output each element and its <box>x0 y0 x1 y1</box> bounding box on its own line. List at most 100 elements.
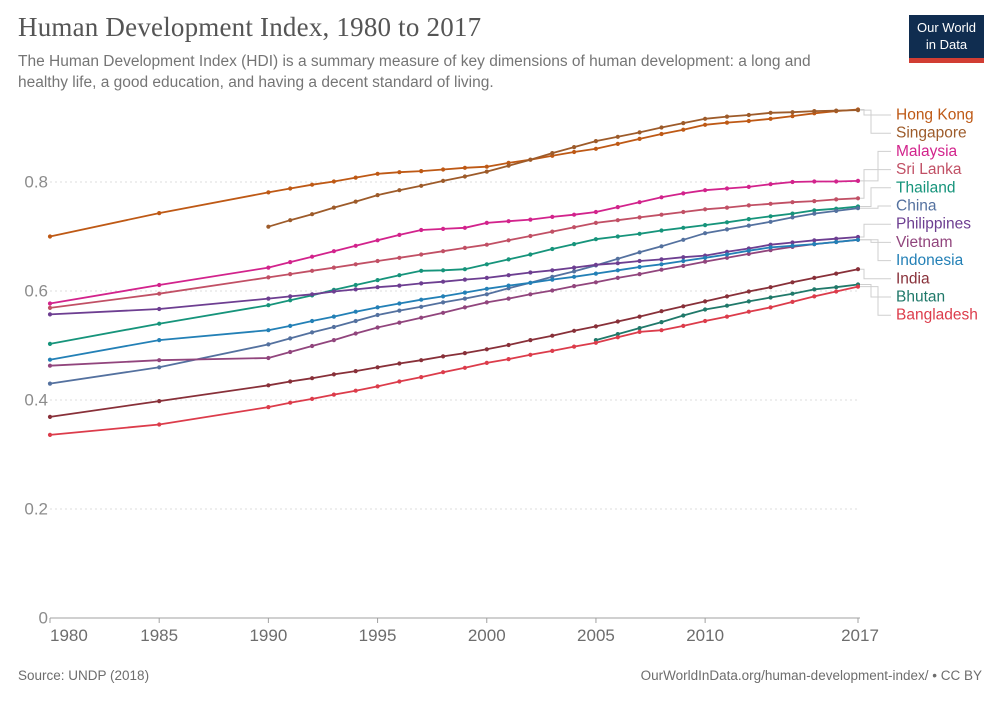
line-bangladesh[interactable] <box>49 285 859 436</box>
legend-label-bhutan[interactable]: Bhutan <box>896 289 945 306</box>
line-sri-lanka[interactable] <box>49 197 859 309</box>
owid-logo[interactable]: Our World in Data <box>909 15 984 63</box>
line-thailand[interactable] <box>49 205 859 345</box>
marker-bangladesh <box>681 323 686 328</box>
marker-india <box>681 304 686 309</box>
marker-vietnam <box>484 300 489 305</box>
footer-citation-link[interactable]: OurWorldInData.org/human-development-ind… <box>640 668 982 683</box>
marker-china <box>637 250 642 255</box>
x-tick-label-1980: 1980 <box>50 626 88 645</box>
marker-malaysia <box>637 200 642 205</box>
legend-connector-malaysia <box>860 150 891 182</box>
legend-label-hong-kong[interactable]: Hong Kong <box>896 107 974 124</box>
legend-label-sri-lanka[interactable]: Sri Lanka <box>896 161 962 178</box>
marker-malaysia <box>768 182 773 187</box>
marker-indonesia <box>288 323 293 328</box>
line-bhutan[interactable] <box>595 283 859 341</box>
marker-malaysia <box>790 179 795 185</box>
marker-bangladesh <box>768 305 773 310</box>
marker-sri-lanka <box>375 258 380 264</box>
owid-logo-line2: in Data <box>925 36 968 52</box>
series-indonesia <box>47 237 861 362</box>
marker-malaysia <box>266 265 271 270</box>
marker-india <box>703 299 708 304</box>
marker-sri-lanka <box>266 275 271 280</box>
marker-india <box>462 351 467 356</box>
marker-vietnam <box>506 296 511 301</box>
marker-bangladesh <box>331 392 336 397</box>
marker-thailand <box>462 267 467 272</box>
marker-china <box>834 208 839 213</box>
marker-indonesia <box>375 305 380 310</box>
line-philippines[interactable] <box>49 236 859 316</box>
marker-indonesia <box>419 297 424 302</box>
marker-vietnam <box>550 288 555 293</box>
series-bangladesh <box>47 284 861 437</box>
chart-footer: Source: UNDP (2018) OurWorldInData.org/h… <box>18 668 982 683</box>
legend-label-thailand[interactable]: Thailand <box>896 179 955 196</box>
legend-label-vietnam[interactable]: Vietnam <box>896 234 953 251</box>
marker-sri-lanka <box>703 207 708 212</box>
marker-philippines <box>353 287 358 292</box>
legend-label-indonesia[interactable]: Indonesia <box>896 252 964 269</box>
marker-indonesia <box>462 290 467 295</box>
marker-bangladesh <box>550 348 555 353</box>
marker-india <box>528 338 533 343</box>
y-tick-label-0.6: 0.6 <box>24 282 48 301</box>
marker-sri-lanka <box>550 229 555 234</box>
line-vietnam[interactable] <box>49 238 859 367</box>
marker-india <box>855 267 861 272</box>
marker-thailand <box>812 208 817 213</box>
marker-bhutan <box>768 295 773 300</box>
page-title: Human Development Index, 1980 to 2017 <box>18 12 482 42</box>
line-indonesia[interactable] <box>49 238 859 361</box>
marker-vietnam <box>462 305 467 310</box>
marker-india <box>790 280 795 285</box>
marker-singapore <box>331 205 336 210</box>
line-singapore[interactable] <box>268 109 859 228</box>
marker-india <box>288 379 293 384</box>
source-note: Source: UNDP (2018) <box>18 668 150 683</box>
marker-singapore <box>506 163 511 168</box>
marker-india <box>659 309 664 314</box>
marker-hong-kong <box>484 164 489 169</box>
marker-indonesia <box>812 242 817 247</box>
marker-bhutan <box>724 303 730 308</box>
legend-connector-hong-kong <box>860 109 891 116</box>
marker-bangladesh <box>310 396 315 401</box>
marker-malaysia <box>506 219 511 224</box>
marker-bangladesh <box>615 335 620 340</box>
line-india[interactable] <box>49 268 859 418</box>
legend-label-china[interactable]: China <box>896 198 937 215</box>
series-bhutan <box>593 282 861 343</box>
legend-label-bangladesh[interactable]: Bangladesh <box>896 307 978 324</box>
marker-indonesia <box>572 274 577 279</box>
marker-hong-kong <box>681 127 686 132</box>
marker-hong-kong <box>375 171 380 176</box>
line-hong-kong[interactable] <box>49 108 859 238</box>
line-malaysia[interactable] <box>49 180 859 305</box>
marker-bhutan <box>703 307 708 312</box>
legend-label-malaysia[interactable]: Malaysia <box>896 143 958 160</box>
marker-thailand <box>506 257 511 262</box>
legend-label-philippines[interactable]: Philippines <box>896 216 971 233</box>
marker-india <box>266 383 271 388</box>
legend-connector-india <box>860 268 891 280</box>
line-china[interactable] <box>49 207 859 385</box>
marker-philippines <box>681 255 686 260</box>
legend-label-singapore[interactable]: Singapore <box>896 125 967 142</box>
marker-bhutan <box>746 299 751 304</box>
marker-bangladesh <box>506 357 511 362</box>
legend-label-india[interactable]: India <box>896 270 930 287</box>
marker-bangladesh <box>375 384 380 389</box>
marker-bangladesh <box>419 375 424 380</box>
marker-china <box>790 215 795 220</box>
marker-singapore <box>637 130 642 135</box>
series-sri-lanka <box>47 196 861 310</box>
marker-india <box>746 289 751 294</box>
marker-malaysia <box>746 184 751 189</box>
marker-malaysia <box>572 212 577 217</box>
marker-india <box>724 294 730 299</box>
marker-singapore <box>703 116 708 121</box>
marker-china <box>855 206 861 211</box>
